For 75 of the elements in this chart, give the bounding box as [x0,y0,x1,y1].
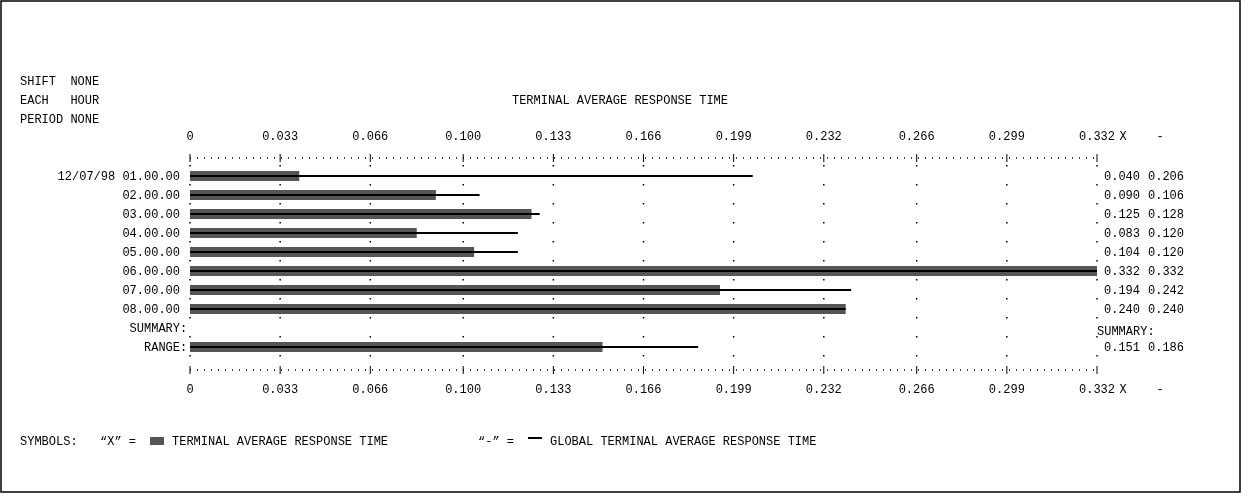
y-tick-label: 05.00.00 [122,246,180,260]
text: “X” = [100,435,137,449]
legend-label: TERMINAL AVERAGE RESPONSE TIME [172,435,389,449]
annotation: SUMMARY: [1097,325,1155,339]
x2-tick-label: 0.232 [805,383,842,397]
bar [190,308,846,310]
y-tick-label: 12/07/98 01.00.00 [57,170,180,184]
data-label: 0.104 [1104,246,1141,260]
data-label: 0.106 [1148,189,1185,203]
text: X [1119,130,1127,144]
y-tick-label: 06.00.00 [122,265,180,279]
data-label: 0.240 [1148,303,1185,317]
y-tick-label: 03.00.00 [122,208,180,222]
bar [190,270,1097,272]
x-tick-label: 0.133 [535,130,572,144]
bar [190,213,540,215]
x-tick-label: 0.232 [805,130,842,144]
x-tick-label: 0.066 [352,130,389,144]
data-label: 0.083 [1104,227,1141,241]
data-label: 0.242 [1148,284,1185,298]
x-tick-label: 0.033 [262,130,299,144]
y-tick-label: SUMMARY [129,322,180,336]
x-tick-label: 0.166 [625,130,662,144]
data-label: 0.128 [1148,208,1185,222]
data-label: 0.151 [1104,341,1141,355]
bar [190,289,852,291]
y-tick-label: 02.00.00 [122,189,180,203]
x-tick-label: 0 [186,130,194,144]
text: - [1156,383,1164,397]
x-tick-label: 0.332 [1078,130,1116,144]
bar [190,251,518,253]
data-label: 0.120 [1148,227,1185,241]
data-label: 0.240 [1104,303,1141,317]
data-label: 0.194 [1104,284,1141,298]
x-tick-label: 0.100 [445,130,482,144]
text: : [180,341,188,355]
x-tick-label: 0.199 [715,130,752,144]
text: : [180,322,188,336]
x-tick-label: 0.299 [988,130,1025,144]
data-label: 0.332 [1148,265,1185,279]
text: SHIFT NONE [20,75,100,89]
data-label: 0.332 [1104,265,1141,279]
legend-title: SYMBOLS: [20,435,78,449]
x2-tick-label: 0.199 [715,383,752,397]
data-label: 0.186 [1148,341,1185,355]
x2-tick-label: 0 [186,383,194,397]
y-tick-label: 04.00.00 [122,227,180,241]
bar [190,194,480,196]
text: PERIOD NONE [20,113,100,127]
y-tick-label: 08.00.00 [122,303,180,317]
x-tick-label: 0.266 [898,130,935,144]
bar [190,346,699,348]
data-label: 0.090 [1104,189,1141,203]
x2-tick-label: 0.100 [445,383,482,397]
y-tick-label: 07.00.00 [122,284,180,298]
text: - [1156,130,1164,144]
x2-tick-label: 0.299 [988,383,1025,397]
bar [190,232,518,234]
chart-title: TERMINAL AVERAGE RESPONSE TIME [511,94,729,108]
text: X [1119,383,1127,397]
x2-tick-label: 0.033 [262,383,299,397]
data-label: 0.040 [1104,170,1141,184]
text: “-” = [478,435,515,449]
x2-tick-label: 0.166 [625,383,662,397]
data-label: 0.125 [1104,208,1141,222]
x2-tick-label: 0.332 [1078,383,1116,397]
x2-tick-label: 0.266 [898,383,935,397]
text: EACH HOUR [20,94,100,108]
data-label: 0.120 [1148,246,1185,260]
x2-tick-label: 0.133 [535,383,572,397]
bar [190,175,753,177]
legend-label: GLOBAL TERMINAL AVERAGE RESPONSE TIME [550,435,817,449]
y-tick-label: RANGE [143,341,180,355]
x2-tick-label: 0.066 [352,383,389,397]
data-label: 0.206 [1148,170,1185,184]
